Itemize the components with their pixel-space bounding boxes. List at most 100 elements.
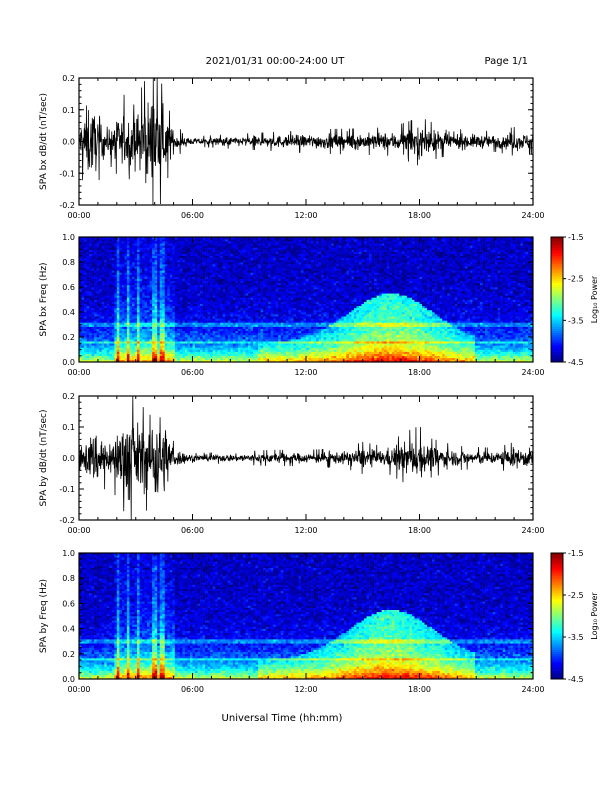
spectrogram-cell [208, 256, 211, 258]
spectrogram-cell [213, 295, 216, 297]
spectrogram-cell [127, 268, 130, 270]
spectrogram-cell [175, 297, 178, 299]
spectrogram-cell [117, 352, 120, 354]
spectrogram-cell [137, 241, 140, 243]
spectrogram-cell [122, 283, 125, 285]
spectrogram-cell [251, 264, 254, 266]
spectrogram-cell [215, 258, 218, 260]
spectrogram-cell [230, 283, 233, 285]
spectrogram-cell [157, 245, 160, 247]
spectrogram-cell [140, 358, 143, 360]
spectrogram-cell [119, 310, 122, 312]
spectrogram-cell [251, 268, 254, 270]
spectrogram-cell [102, 347, 105, 349]
spectrogram-cell [132, 262, 135, 264]
spectrogram-cell [180, 272, 183, 274]
spectrogram-cell [187, 287, 190, 289]
spectrogram-cell [102, 325, 105, 327]
spectrogram-cell [233, 304, 236, 306]
spectrogram-cell [165, 300, 168, 302]
spectrogram-cell [243, 283, 246, 285]
spectrogram-cell [256, 245, 259, 247]
spectrogram-cell [104, 329, 107, 331]
spectrogram-cell [228, 327, 231, 329]
spectrogram-cell [220, 254, 223, 256]
spectrogram-cell [205, 300, 208, 302]
spectrogram-cell [263, 331, 266, 333]
spectrogram-cell [205, 277, 208, 279]
spectrogram-cell [263, 285, 266, 287]
spectrogram-cell [134, 281, 137, 283]
spectrogram-cell [258, 285, 261, 287]
spectrogram-cell [124, 325, 127, 327]
spectrogram-cell [175, 314, 178, 316]
spectrogram-cell [240, 300, 243, 302]
spectrogram-cell [283, 347, 286, 349]
spectrogram-cell [268, 247, 271, 249]
spectrogram-cell [228, 291, 231, 293]
spectrogram-cell [162, 322, 165, 324]
spectrogram-cell [119, 243, 122, 245]
spectrogram-cell [276, 329, 279, 331]
spectrogram-cell [94, 341, 97, 343]
spectrogram-cell [261, 308, 264, 310]
spectrogram-cell [230, 243, 233, 245]
spectrogram-cell [190, 354, 193, 356]
spectrogram-cell [182, 314, 185, 316]
spectrogram-cell [117, 314, 120, 316]
spectrogram-cell [243, 347, 246, 349]
spectrogram-cell [82, 314, 85, 316]
spectrogram-cell [210, 256, 213, 258]
spectrogram-cell [127, 322, 130, 324]
spectrogram-cell [182, 310, 185, 312]
spectrogram-cell [155, 356, 158, 358]
spectrogram-cell [225, 347, 228, 349]
spectrogram-cell [99, 277, 102, 279]
spectrogram-cell [235, 345, 238, 347]
spectrogram-cell [177, 329, 180, 331]
spectrogram-cell [175, 356, 178, 358]
spectrogram-cell [218, 341, 221, 343]
spectrogram-cell [114, 308, 117, 310]
spectrogram-cell [230, 304, 233, 306]
spectrogram-cell [117, 322, 120, 324]
spectrogram-cell [278, 314, 281, 316]
spectrogram-cell [112, 295, 115, 297]
spectrogram-cell [235, 335, 238, 337]
spectrogram-cell [124, 310, 127, 312]
spectrogram-cell [230, 275, 233, 277]
spectrogram-cell [124, 293, 127, 295]
spectrogram-cell [225, 250, 228, 252]
spectrogram-cell [172, 356, 175, 358]
spectrogram-cell [240, 241, 243, 243]
spectrogram-cell [87, 308, 90, 310]
spectrogram-cell [225, 293, 228, 295]
spectrogram-cell [240, 281, 243, 283]
spectrogram-cell [89, 279, 92, 281]
spectrogram-cell [170, 304, 173, 306]
spectrogram-cell [203, 243, 206, 245]
spectrogram-cell [89, 270, 92, 272]
spectrogram-cell [150, 266, 153, 268]
spectrogram-cell [266, 262, 269, 264]
spectrogram-cell [185, 291, 188, 293]
spectrogram-cell [89, 289, 92, 291]
spectrogram-cell [84, 333, 87, 335]
spectrogram-cell [263, 306, 266, 308]
spectrogram-cell [124, 343, 127, 345]
spectrogram-cell [92, 285, 95, 287]
spectrogram-cell [84, 275, 87, 277]
spectrogram-cell [271, 275, 274, 277]
spectrogram-cell [140, 310, 143, 312]
spectrogram-cell [281, 245, 284, 247]
spectrogram-cell [157, 343, 160, 345]
spectrogram-cell [218, 247, 221, 249]
spectrogram-cell [129, 350, 132, 352]
spectrogram-cell [180, 308, 183, 310]
spectrogram-cell [127, 270, 130, 272]
spectrogram-cell [198, 300, 201, 302]
spectrogram-cell [114, 272, 117, 274]
spectrogram-cell [193, 316, 196, 318]
spectrogram-cell [278, 260, 281, 262]
spectrogram-cell [245, 345, 248, 347]
